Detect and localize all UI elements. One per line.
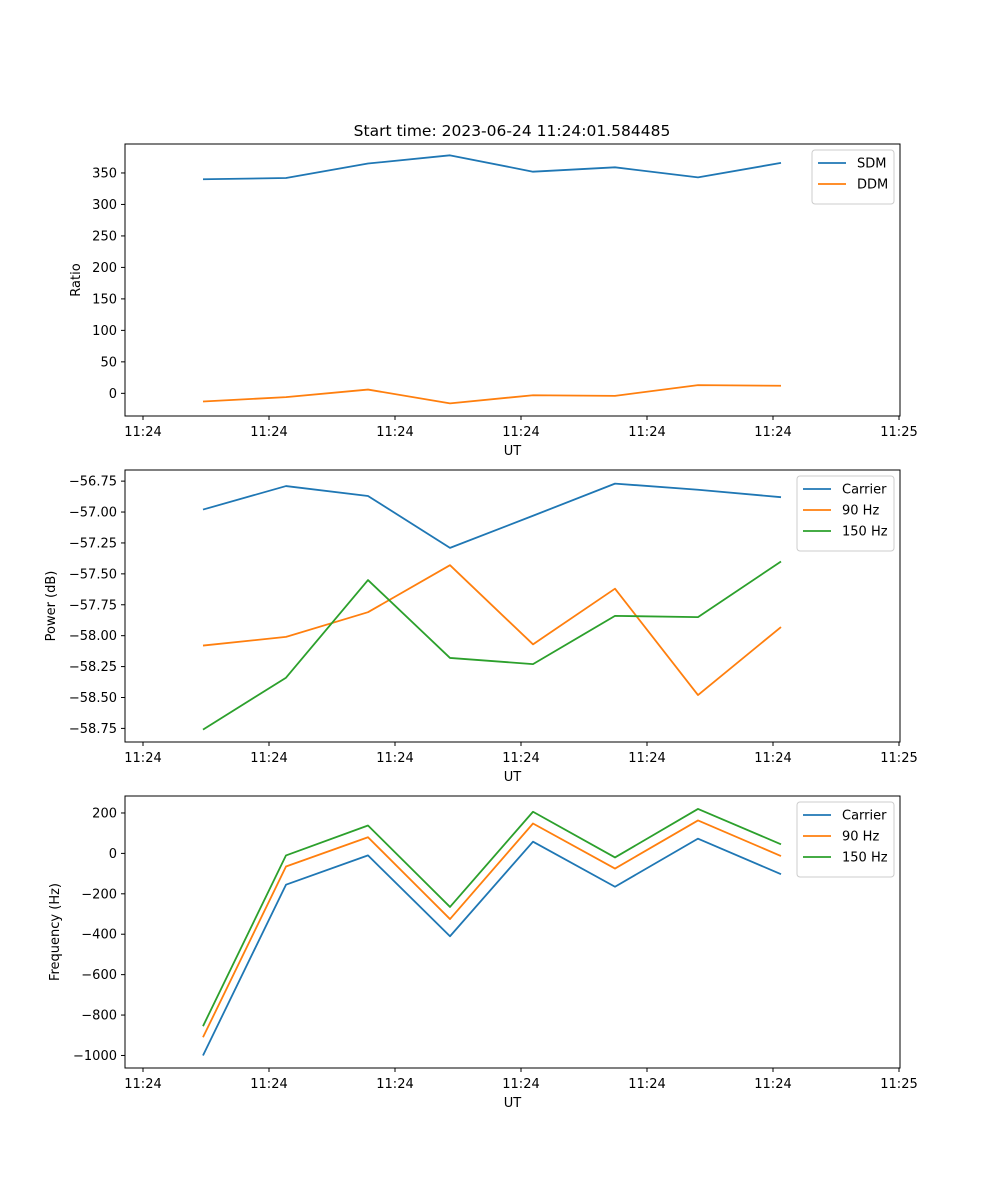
x-tick-label: 11:24 (124, 751, 161, 766)
y-tick-label: 300 (92, 198, 117, 213)
x-tick-label: 11:24 (628, 1077, 665, 1092)
series-line-150-hz (202, 560, 782, 731)
x-tick-label: 11:24 (376, 751, 413, 766)
y-tick-label: −400 (81, 928, 117, 943)
y-tick-label: −200 (81, 887, 117, 902)
x-tick-label: 11:24 (628, 751, 665, 766)
series-line-ddm (202, 384, 782, 405)
y-tick-label: −58.75 (69, 722, 117, 737)
y-tick-label: 350 (92, 166, 117, 181)
x-tick-label: 11:24 (502, 751, 539, 766)
x-tick-label: 11:24 (250, 425, 287, 440)
legend-label: 90 Hz (842, 830, 879, 845)
axes-frame (124, 795, 901, 1069)
y-tick-label: 50 (100, 355, 117, 370)
frequency-panel: −1000 −800 −600 −400 −200 0 200 11:24 11:24 11:24… (48, 795, 918, 1111)
y-tick-label: 0 (109, 387, 117, 402)
y-axis-title: Power (dB) (44, 571, 59, 642)
y-tick-label: −58.50 (69, 691, 117, 706)
x-axis-title: UT (504, 770, 522, 785)
legend-label: 90 Hz (842, 504, 879, 519)
legend-label: DDM (857, 178, 888, 193)
x-tick-label: 11:25 (880, 1077, 917, 1092)
y-tick-label: 0 (109, 847, 117, 862)
x-tick-label: 11:24 (124, 425, 161, 440)
series-line-carrier (202, 482, 782, 549)
y-tick-label: 100 (92, 324, 117, 339)
x-tick-label: 11:24 (502, 1077, 539, 1092)
legend-label: SDM (857, 157, 886, 172)
power-panel: −58.75 −58.50 −58.25 −58.00 −57.75 −57.50 −57.… (44, 469, 918, 785)
y-tick-label: −56.75 (69, 475, 117, 490)
ratio-panel: 0 50 100 150 200 250 300 350 11:24 11:24 11:24 11:2… (69, 143, 918, 459)
legend-label: Carrier (842, 809, 887, 824)
series-line-150-hz (202, 808, 782, 1027)
x-tick-label: 11:24 (124, 1077, 161, 1092)
x-tick-label: 11:24 (250, 1077, 287, 1092)
legend-label: 150 Hz (842, 851, 888, 866)
series-line-90-hz (202, 564, 782, 696)
legend-box (796, 475, 895, 552)
y-tick-label: −58.00 (69, 629, 117, 644)
legend-label: Carrier (842, 483, 887, 498)
y-tick-label: 250 (92, 229, 117, 244)
axes-frame (124, 469, 901, 743)
y-tick-label: −57.50 (69, 567, 117, 582)
y-tick-label: −600 (81, 968, 117, 983)
x-tick-label: 11:24 (628, 425, 665, 440)
legend-label: 150 Hz (842, 525, 888, 540)
x-tick-label: 11:24 (250, 751, 287, 766)
chart-title: Start time: 2023-06-24 11:24:01.584485 (354, 122, 671, 140)
y-axis-title: Ratio (69, 263, 84, 296)
x-tick-label: 11:24 (376, 1077, 413, 1092)
legend-box (796, 801, 895, 878)
y-tick-label: −57.00 (69, 506, 117, 521)
y-tick-label: −57.25 (69, 536, 117, 551)
series-line-carrier (202, 837, 782, 1056)
y-tick-label: −800 (81, 1009, 117, 1024)
series-line-sdm (202, 154, 782, 181)
y-tick-label: 200 (92, 806, 117, 821)
x-axis-title: UT (504, 1096, 522, 1111)
x-tick-label: 11:24 (754, 751, 791, 766)
x-tick-label: 11:24 (376, 425, 413, 440)
x-tick-label: 11:25 (880, 751, 917, 766)
y-tick-label: 150 (92, 292, 117, 307)
series-line-90-hz (202, 819, 782, 1038)
x-tick-label: 11:24 (754, 425, 791, 440)
axes-frame (124, 143, 901, 417)
x-tick-label: 11:25 (880, 425, 917, 440)
y-tick-label: −1000 (73, 1049, 117, 1064)
y-tick-label: 200 (92, 261, 117, 276)
y-axis-title: Frequency (Hz) (48, 883, 63, 981)
x-tick-label: 11:24 (502, 425, 539, 440)
x-tick-label: 11:24 (754, 1077, 791, 1092)
y-tick-label: −58.25 (69, 660, 117, 675)
y-tick-label: −57.75 (69, 598, 117, 613)
x-axis-title: UT (504, 444, 522, 459)
